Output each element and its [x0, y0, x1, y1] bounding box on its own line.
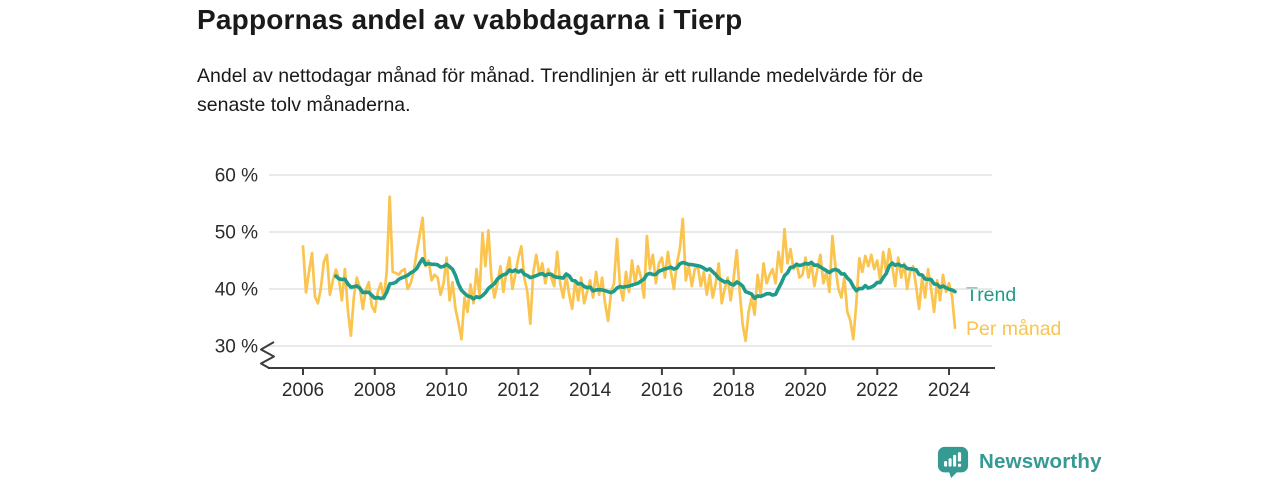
x-axis-tick-label: 2008 — [354, 380, 396, 401]
x-axis-tick-label: 2010 — [425, 380, 467, 401]
y-axis-tick-label: 40 % — [215, 280, 258, 301]
subtitle-line-1: Andel av nettodagar månad för månad. Tre… — [197, 65, 924, 87]
x-axis-tick-label: 2022 — [856, 380, 898, 401]
chart-subtitle: Andel av nettodagar månad för månad. Tre… — [197, 62, 923, 120]
x-axis-tick-label: 2012 — [497, 380, 539, 401]
y-axis-tick-label: 30 % — [215, 337, 258, 358]
subtitle-line-2: senaste tolv månaderna. — [197, 94, 411, 116]
x-axis-tick-label: 2018 — [713, 380, 755, 401]
x-axis-tick-label: 2020 — [784, 380, 826, 401]
legend-trend-label: Trend — [966, 284, 1016, 306]
legend-per-manad-label: Per månad — [966, 318, 1061, 340]
newsworthy-logo: Newsworthy — [936, 445, 1102, 478]
page-title: Pappornas andel av vabbdagarna i Tierp — [197, 4, 743, 35]
newsworthy-icon — [937, 446, 969, 478]
y-axis-tick-label: 60 % — [215, 166, 258, 187]
y-axis-tick-label: 50 % — [215, 223, 258, 244]
axis-break-icon — [260, 341, 275, 369]
x-axis-tick-label: 2014 — [569, 380, 612, 401]
series-per-manad-line — [301, 195, 957, 343]
x-axis-tick-label: 2006 — [282, 380, 324, 401]
x-axis-tick-label: 2024 — [928, 380, 971, 401]
newsworthy-brand-text: Newsworthy — [979, 449, 1102, 473]
x-axis-tick-label: 2016 — [641, 380, 683, 401]
series-trend-line — [334, 256, 957, 301]
